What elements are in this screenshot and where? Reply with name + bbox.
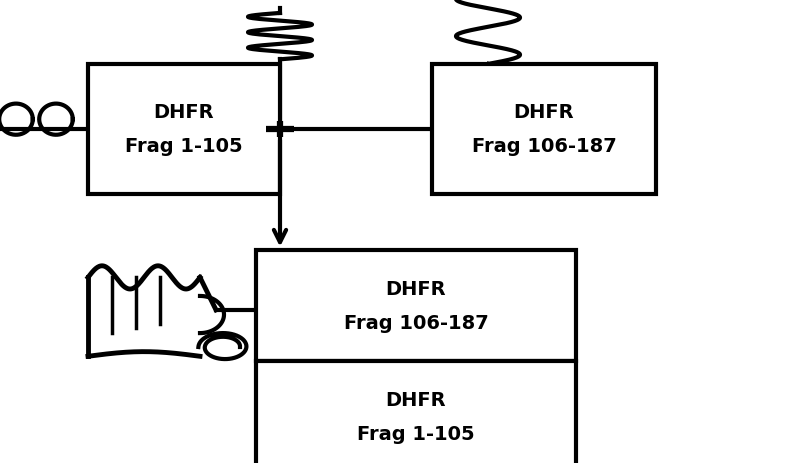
Bar (256, 250, 576, 361)
Bar (88, 65, 280, 194)
Bar (432, 65, 656, 194)
Text: DHFR
Frag 1-105: DHFR Frag 1-105 (357, 390, 475, 443)
Bar (256, 361, 576, 463)
Text: DHFR
Frag 1-105: DHFR Frag 1-105 (125, 103, 243, 156)
Text: DHFR
Frag 106-187: DHFR Frag 106-187 (344, 279, 488, 332)
Text: DHFR
Frag 106-187: DHFR Frag 106-187 (472, 103, 616, 156)
